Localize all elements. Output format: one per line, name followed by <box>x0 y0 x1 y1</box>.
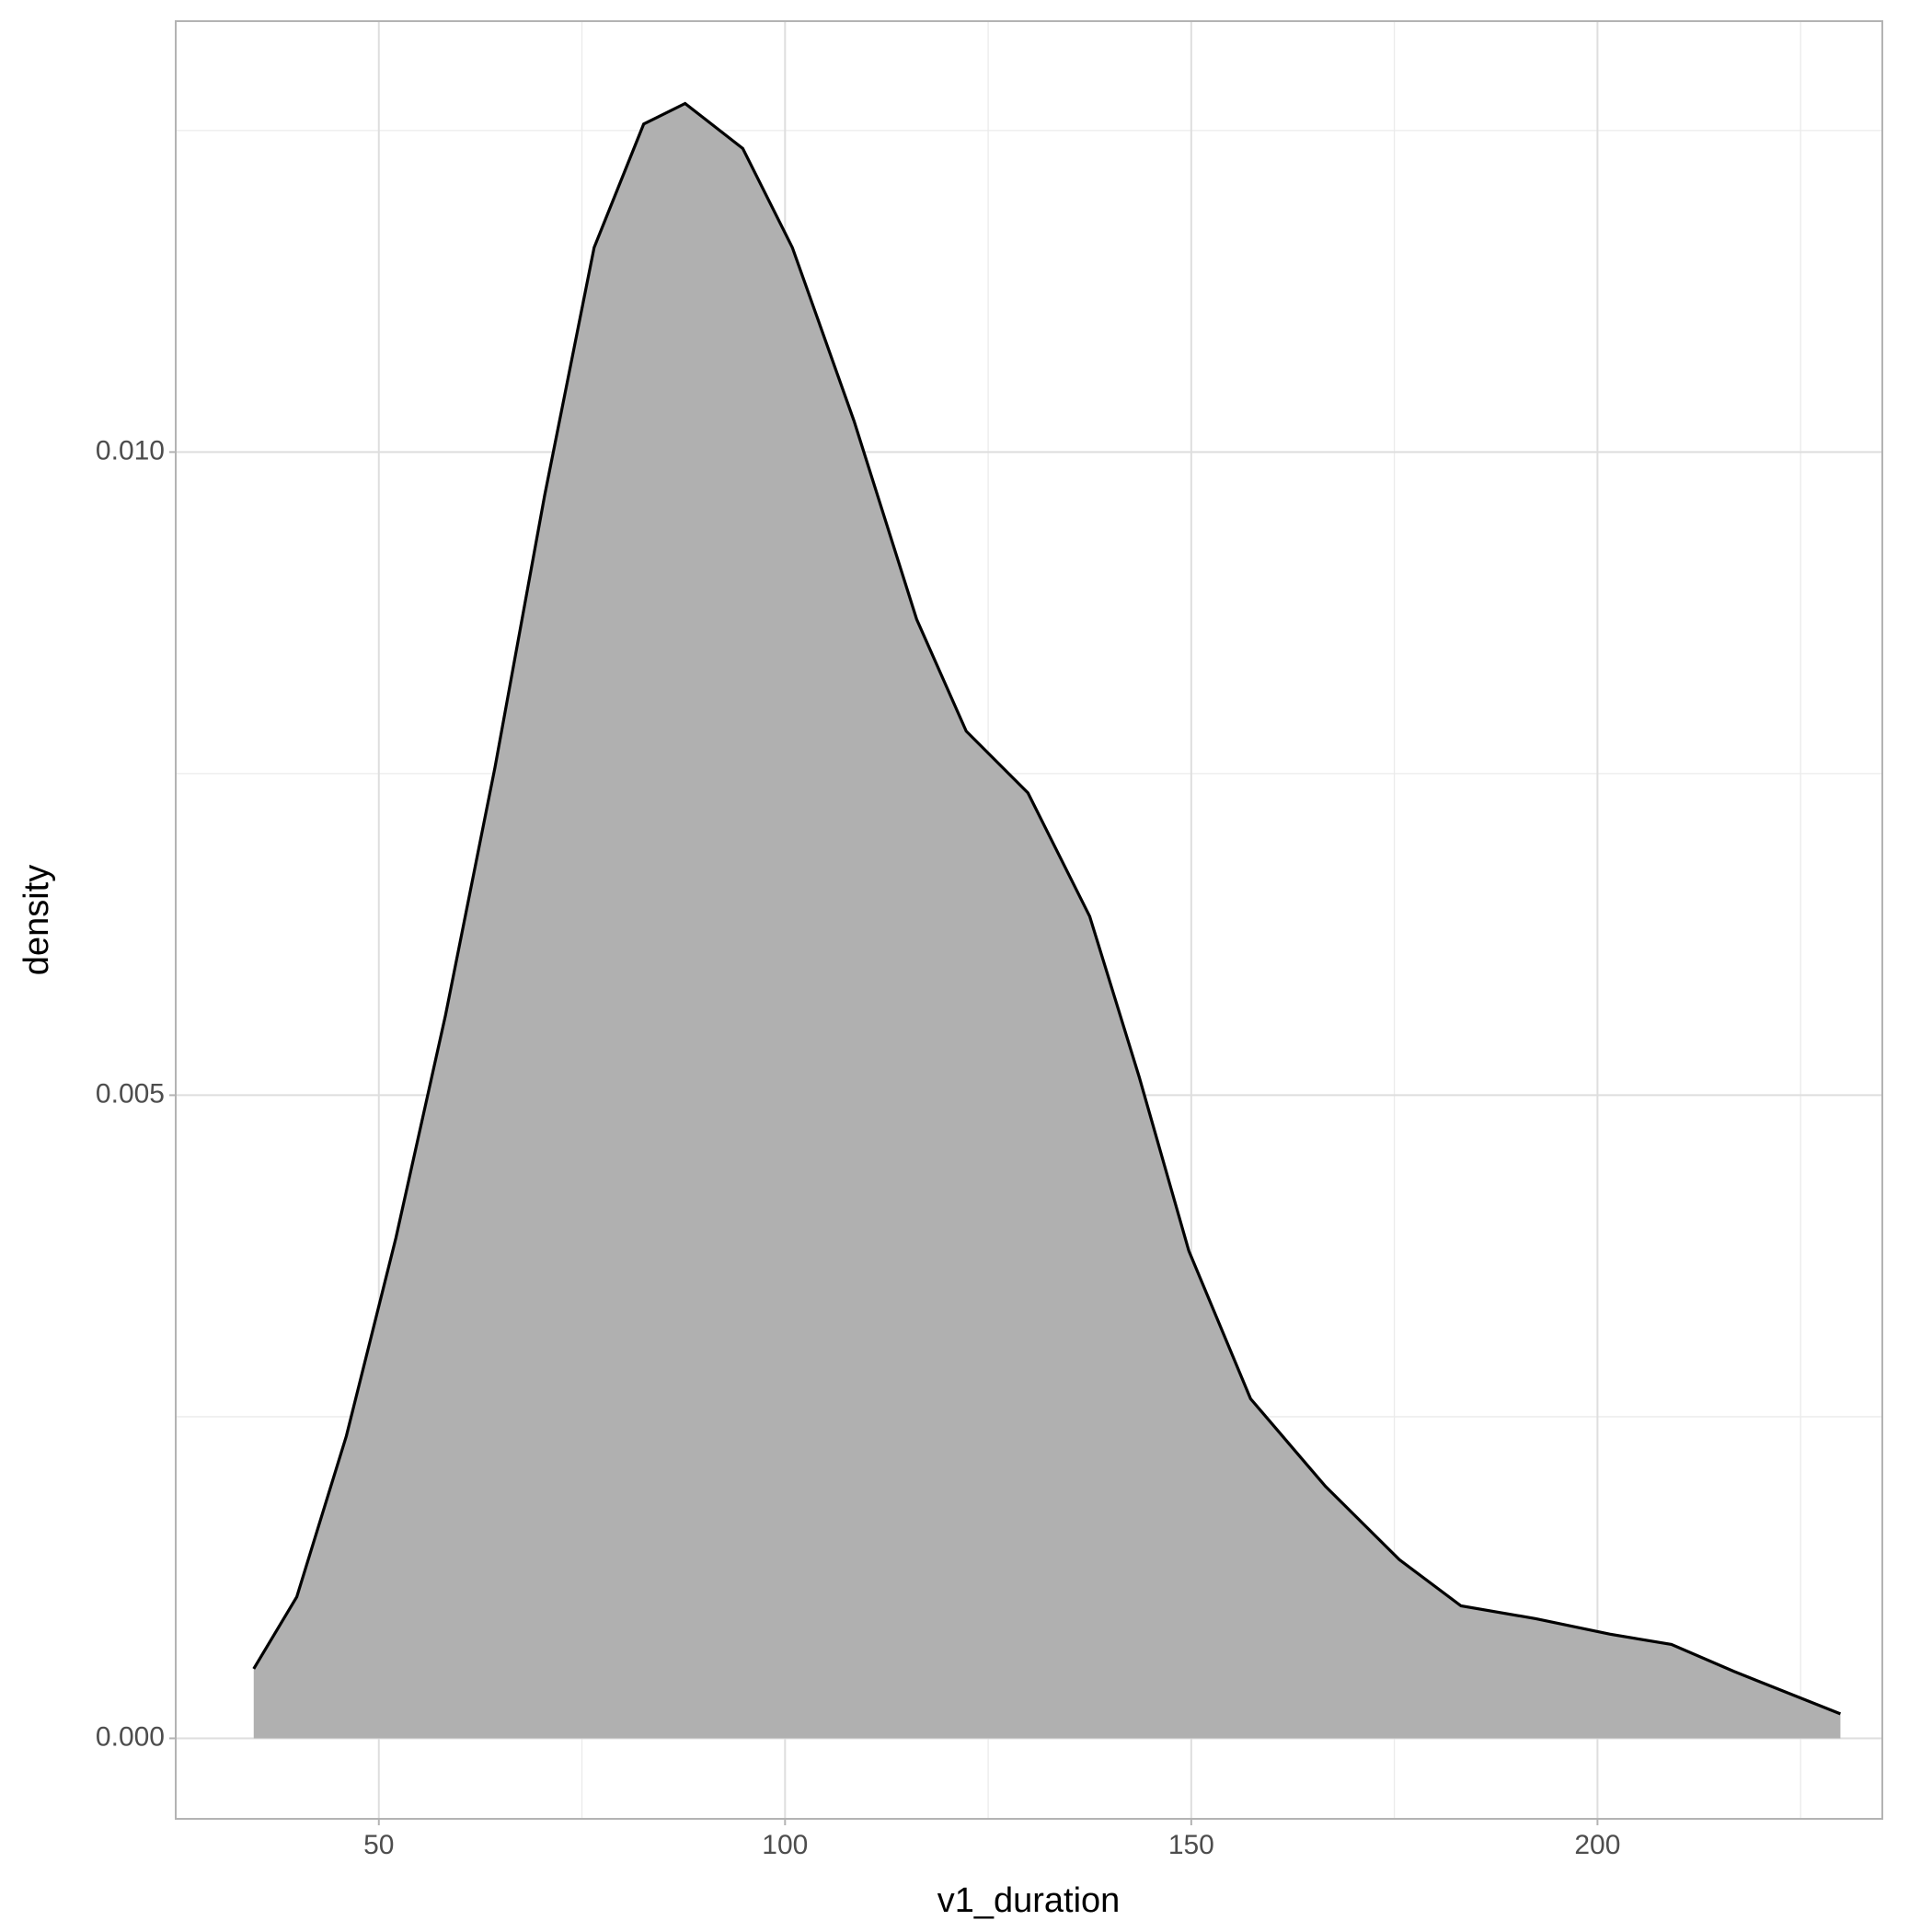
x-tick-label: 100 <box>762 1830 808 1860</box>
y-tick-label: 0.005 <box>96 1078 165 1109</box>
y-tick-label: 0.010 <box>96 435 165 466</box>
panel-border <box>175 20 1883 1820</box>
y-tick-label: 0.000 <box>96 1721 165 1752</box>
x-tick-label: 50 <box>363 1830 394 1860</box>
x-tick-label: 200 <box>1574 1830 1620 1860</box>
x-tick-label: 150 <box>1168 1830 1214 1860</box>
density-line <box>252 101 1842 1716</box>
y-axis-title: density <box>17 865 56 975</box>
x-axis-title: v1_duration <box>937 1881 1121 1920</box>
density-area <box>253 103 1841 1739</box>
